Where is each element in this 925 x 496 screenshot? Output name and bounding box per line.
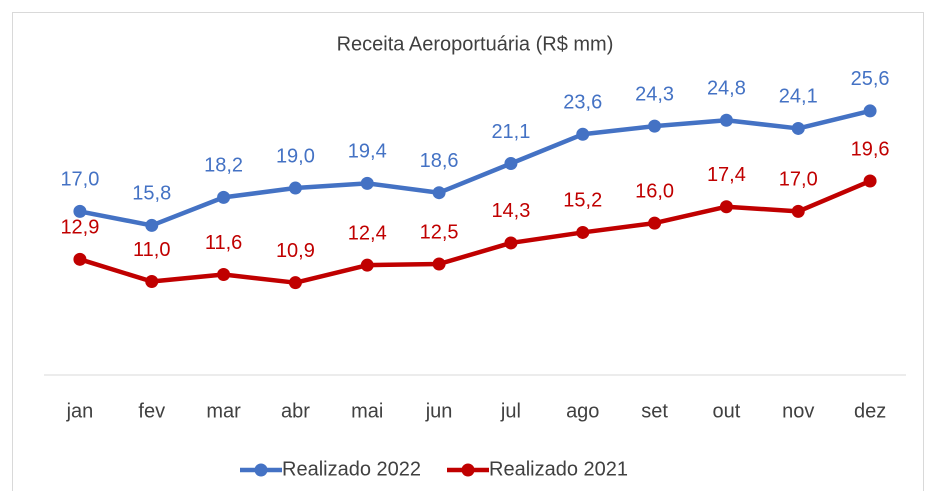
point [719, 113, 733, 127]
data-label: 12,9 [60, 217, 99, 239]
data-label: 15,8 [132, 183, 171, 205]
x-tick-label: out [713, 400, 741, 422]
data-label: 19,6 [851, 138, 890, 160]
point [648, 119, 662, 133]
data-label: 15,2 [563, 190, 602, 212]
legend-label: Realizado 2022 [282, 458, 421, 480]
data-label: 23,6 [563, 92, 602, 114]
chart-title: Receita Aeroportuária (R$ mm) [337, 33, 614, 55]
data-label: 12,5 [420, 221, 459, 243]
data-label: 18,2 [204, 155, 243, 177]
point [504, 236, 518, 250]
data-label: 12,4 [348, 222, 387, 244]
legend-marker [461, 463, 475, 477]
data-label: 18,6 [420, 150, 459, 172]
data-label: 14,3 [491, 200, 530, 222]
data-label: 11,6 [205, 232, 242, 254]
data-label: 17,0 [779, 169, 818, 191]
data-label: 25,6 [851, 68, 890, 90]
point [719, 200, 733, 214]
point [360, 258, 374, 272]
data-label: 19,0 [276, 145, 315, 167]
point [576, 127, 590, 141]
point [360, 176, 374, 190]
point [791, 121, 805, 135]
series-line [79, 108, 871, 228]
point [288, 181, 302, 195]
series-line [79, 178, 871, 285]
point [432, 186, 446, 200]
x-tick-label: nov [782, 400, 814, 422]
point [217, 190, 231, 204]
point [504, 156, 518, 170]
x-tick-label: jul [500, 400, 521, 422]
x-tick-label: jun [425, 400, 453, 422]
x-tick-label: jan [66, 400, 94, 422]
data-label: 16,0 [635, 180, 674, 202]
data-label: 17,4 [707, 164, 746, 186]
legend-label: Realizado 2021 [489, 458, 628, 480]
point [288, 276, 302, 290]
point [863, 174, 877, 188]
data-label: 24,3 [635, 83, 674, 105]
x-tick-label: mai [351, 400, 383, 422]
x-tick-label: ago [566, 400, 599, 422]
data-label: 24,1 [779, 86, 818, 108]
point [863, 104, 877, 118]
x-tick-label: dez [854, 400, 886, 422]
data-label: 21,1 [491, 121, 530, 143]
data-label: 19,4 [348, 141, 387, 163]
point [145, 218, 159, 232]
x-tick-label: abr [281, 400, 310, 422]
point [432, 257, 446, 271]
point [576, 225, 590, 239]
x-tick-label: fev [138, 400, 165, 422]
point [73, 252, 87, 266]
legend-marker [254, 463, 268, 477]
data-label: 17,0 [60, 169, 99, 191]
data-label: 24,8 [707, 78, 746, 100]
data-label: 10,9 [276, 240, 315, 262]
point [648, 216, 662, 230]
point [791, 204, 805, 218]
point [217, 268, 231, 282]
data-label: 11,0 [133, 239, 170, 261]
point [73, 204, 87, 218]
x-tick-label: set [641, 400, 668, 422]
x-tick-label: mar [206, 400, 241, 422]
point [145, 275, 159, 289]
